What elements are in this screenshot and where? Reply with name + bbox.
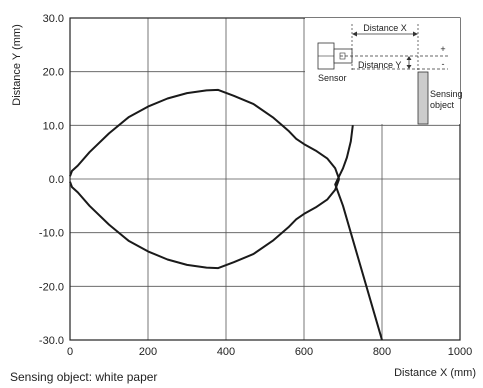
sensor-label: Sensor — [318, 73, 347, 83]
plot-frame — [69, 17, 461, 341]
sensing-object-label-line1: Sensing — [430, 89, 463, 99]
sensing-object-label-line2: object — [430, 100, 455, 110]
y-tick-label: 20.0 — [43, 67, 64, 79]
minus-sign-label: - — [442, 59, 445, 69]
distance-y-label: Distance Y — [358, 60, 401, 70]
plus-sign-label: + — [440, 44, 445, 54]
y-axis-label: Distance Y (mm) — [11, 24, 23, 106]
y-tick-label: 10.0 — [43, 120, 64, 132]
distance-x-arrowhead-left — [352, 31, 357, 37]
detection-curves — [69, 88, 383, 341]
x-tick-label: 800 — [373, 346, 391, 358]
distance-x-arrowhead-right — [413, 31, 418, 37]
y-tick-label: -30.0 — [39, 335, 64, 347]
chart-caption: Sensing object: white paper — [10, 370, 158, 384]
y-tick-label: 0.0 — [49, 174, 64, 186]
y-tick-label: -20.0 — [39, 281, 64, 293]
x-tick-labels: 0 200 400 600 800 1000 — [67, 346, 472, 358]
x-tick-label: 600 — [295, 346, 313, 358]
x-tick-label: 400 — [217, 346, 235, 358]
inset-background — [305, 18, 460, 124]
sensor-diagram-inset: Distance X Distance Y + - Sensor Sensing… — [305, 18, 463, 125]
sensing-object-shape — [417, 71, 429, 125]
y-tick-label: 30.0 — [43, 13, 64, 25]
detection-curve-3 — [334, 125, 383, 341]
x-axis-label: Distance X (mm) — [394, 367, 476, 379]
distance-y-arrowhead-bottom — [406, 65, 412, 69]
distance-x-label: Distance X — [363, 23, 407, 33]
distance-y-arrowhead-top — [406, 56, 412, 60]
x-tick-label: 1000 — [448, 346, 472, 358]
detection-curve-2 — [69, 178, 341, 270]
y-tick-labels: 30.0 20.0 10.0 0.0 -10.0 -20.0 -30.0 — [39, 13, 64, 347]
x-tick-label: 0 — [67, 346, 73, 358]
y-tick-label: -10.0 — [39, 228, 64, 240]
x-tick-label: 200 — [139, 346, 157, 358]
detection-curve-1 — [69, 88, 341, 180]
